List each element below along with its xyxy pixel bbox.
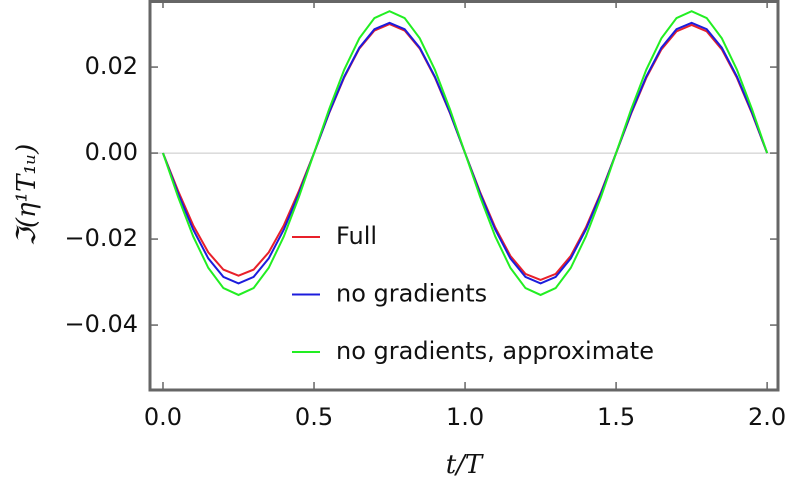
x-tick-label: 0.0: [144, 403, 182, 431]
plot-area: [162, 10, 769, 297]
y-tick-label: −0.02: [64, 224, 138, 252]
y-tick-label: 0.00: [85, 138, 138, 166]
y-axis-label: ℑ(η¹T₁ᵤ): [12, 144, 42, 247]
x-axis-label: t/T: [446, 450, 484, 480]
x-tick-label: 1.0: [446, 403, 484, 431]
legend-label: no gradients: [336, 280, 487, 308]
plot-frame: [148, 0, 780, 392]
data-line: [162, 10, 769, 297]
x-tick-label: 0.5: [295, 403, 333, 431]
legend-label: Full: [336, 222, 377, 250]
y-tick-label: −0.04: [64, 310, 138, 338]
y-tick-label: 0.02: [85, 52, 138, 80]
x-tick-label: 2.0: [748, 403, 786, 431]
x-tick-label: 1.5: [597, 403, 635, 431]
legend-label: no gradients, approximate: [336, 337, 654, 365]
